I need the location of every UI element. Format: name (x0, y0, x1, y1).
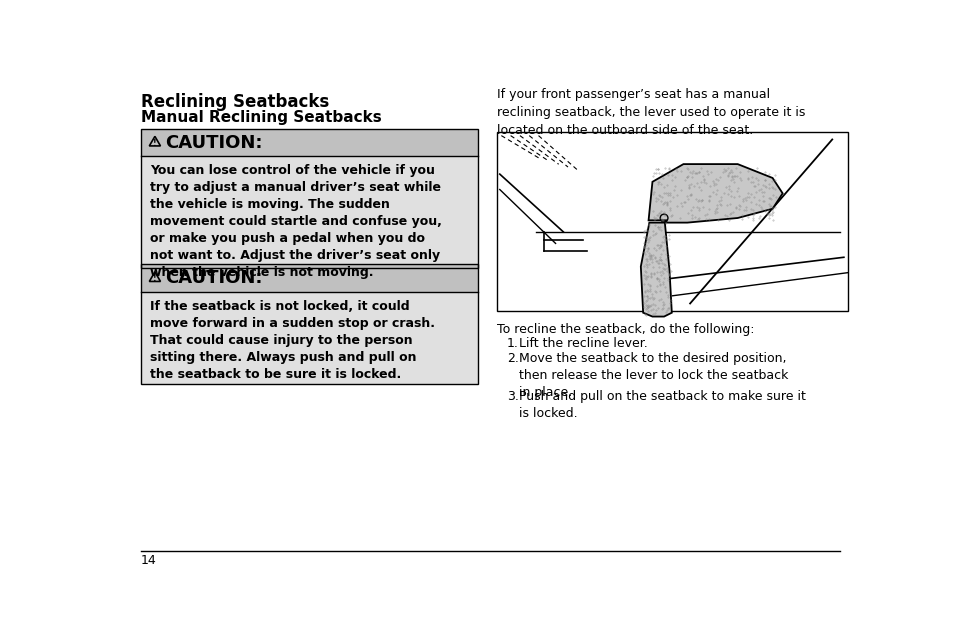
Text: Reclining Seatbacks: Reclining Seatbacks (141, 93, 329, 111)
Text: Move the seatback to the desired position,
then release the lever to lock the se: Move the seatback to the desired positio… (518, 352, 788, 399)
Text: 14: 14 (141, 555, 156, 567)
Text: 1.: 1. (506, 337, 518, 350)
Text: You can lose control of the vehicle if you
try to adjust a manual driver’s seat : You can lose control of the vehicle if y… (150, 164, 441, 279)
Bar (141, 156, 477, 268)
Bar (141, 128, 477, 156)
Bar (141, 264, 477, 384)
Text: If your front passenger’s seat has a manual
reclining seatback, the lever used t: If your front passenger’s seat has a man… (497, 88, 805, 137)
Text: !: ! (152, 274, 156, 283)
Bar (497, 132, 847, 311)
Text: CAUTION:: CAUTION: (165, 269, 262, 287)
Text: !: ! (152, 139, 156, 148)
Text: CAUTION:: CAUTION: (165, 134, 262, 151)
Polygon shape (648, 164, 781, 223)
Text: 2.: 2. (506, 352, 518, 365)
Bar (141, 128, 477, 268)
Text: Lift the recline lever.: Lift the recline lever. (518, 337, 647, 350)
Text: If the seatback is not locked, it could
move forward in a sudden stop or crash.
: If the seatback is not locked, it could … (150, 300, 435, 380)
Bar (141, 292, 477, 384)
Text: 3.: 3. (506, 390, 518, 403)
Bar (141, 264, 477, 292)
Text: To recline the seatback, do the following:: To recline the seatback, do the followin… (497, 324, 754, 336)
Text: Push and pull on the seatback to make sure it
is locked.: Push and pull on the seatback to make su… (518, 390, 805, 420)
Text: Manual Reclining Seatbacks: Manual Reclining Seatbacks (141, 110, 381, 125)
Polygon shape (640, 223, 671, 317)
